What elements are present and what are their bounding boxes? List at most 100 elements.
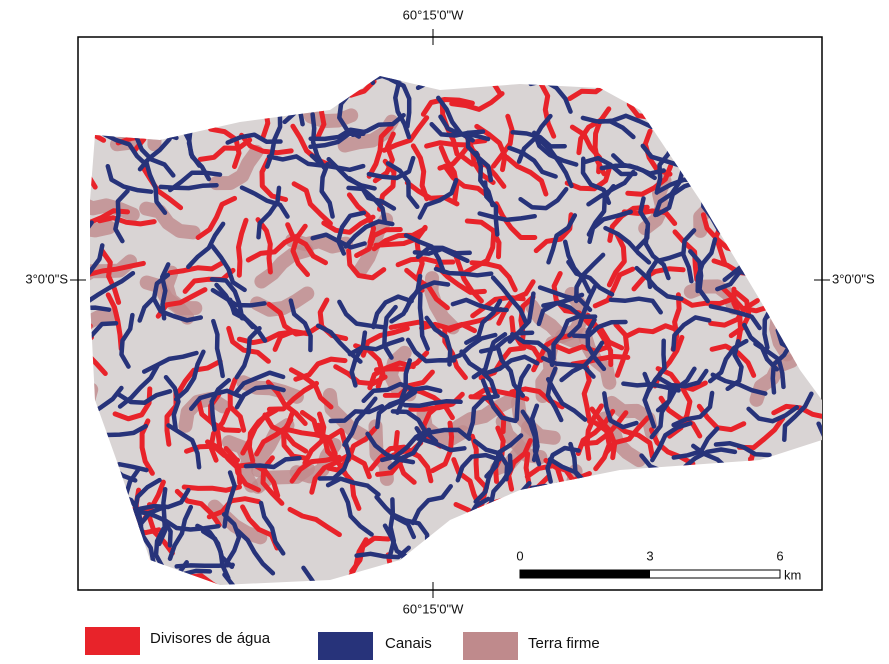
scale-unit: km	[784, 567, 801, 582]
channel	[350, 112, 406, 138]
divide	[285, 222, 328, 266]
divide	[509, 315, 544, 363]
channel	[436, 95, 475, 143]
divide	[592, 266, 636, 309]
channel	[477, 211, 537, 223]
channel	[634, 265, 684, 302]
divide	[208, 407, 231, 463]
divide	[404, 267, 450, 311]
divide	[570, 354, 631, 367]
channel	[478, 330, 535, 354]
channel	[459, 349, 498, 397]
channel	[642, 371, 657, 429]
channel	[507, 145, 558, 179]
channel	[429, 122, 486, 138]
divide	[333, 364, 388, 387]
channel	[310, 232, 367, 250]
divide	[290, 223, 310, 277]
divide	[254, 411, 295, 457]
divide	[437, 138, 488, 171]
channel	[654, 179, 700, 217]
divide	[346, 248, 387, 281]
divide	[346, 192, 377, 245]
channel	[221, 512, 242, 565]
divide	[293, 356, 348, 382]
channel	[586, 169, 636, 207]
channel	[347, 176, 397, 211]
channel	[389, 273, 423, 324]
channel	[101, 131, 150, 168]
channel	[417, 177, 459, 220]
divide	[667, 386, 693, 439]
divide	[538, 81, 557, 139]
divide	[460, 231, 497, 277]
divide	[321, 214, 376, 235]
channel	[365, 431, 416, 465]
channel	[488, 453, 513, 508]
divide	[584, 403, 604, 461]
divide	[315, 422, 348, 476]
channel	[473, 450, 503, 504]
channel	[308, 127, 367, 142]
channel	[158, 182, 219, 191]
drainage-network	[90, 76, 822, 585]
legend-label: Divisores de água	[150, 630, 271, 647]
channel	[159, 262, 171, 321]
divide	[309, 452, 352, 495]
channel	[585, 317, 607, 372]
channel	[234, 384, 286, 410]
terra-firme	[604, 395, 659, 440]
channel	[545, 445, 581, 484]
channel	[545, 377, 588, 422]
channel	[90, 303, 112, 312]
divide	[381, 115, 430, 153]
channel	[385, 161, 420, 210]
divide	[90, 323, 108, 376]
divide	[580, 410, 629, 447]
channel	[225, 132, 283, 145]
channel	[347, 337, 405, 357]
channel	[167, 504, 194, 561]
channel	[510, 331, 555, 368]
channel	[209, 377, 232, 432]
scale-bar-segment	[520, 570, 650, 578]
channel	[484, 354, 540, 376]
divide	[491, 113, 515, 169]
terra-firme	[139, 201, 201, 240]
channel	[782, 391, 814, 443]
channel	[186, 126, 212, 182]
divide	[240, 407, 279, 456]
channel	[349, 330, 368, 388]
channel	[816, 421, 822, 453]
terra-firme	[221, 435, 259, 493]
divide	[266, 380, 319, 412]
channel	[682, 447, 738, 470]
divide	[181, 484, 242, 493]
channel	[518, 186, 569, 211]
channel	[116, 389, 173, 405]
channel	[138, 487, 191, 511]
channel	[317, 439, 352, 481]
latitude-label: 3°0'0"S	[832, 271, 875, 286]
channel	[480, 378, 518, 424]
channel	[656, 368, 709, 389]
divide	[299, 410, 338, 457]
divide	[672, 229, 700, 283]
divide	[494, 201, 538, 240]
channel	[90, 320, 119, 356]
channel	[537, 285, 593, 313]
scale-tick-label: 3	[646, 548, 653, 563]
channel	[156, 486, 168, 547]
terra-firme	[254, 243, 314, 289]
divide	[613, 322, 630, 378]
channel	[551, 313, 583, 361]
channel	[258, 500, 286, 556]
channel	[596, 113, 654, 130]
channel	[608, 296, 663, 315]
divide	[623, 323, 682, 339]
divide	[182, 267, 236, 294]
channel	[415, 427, 472, 441]
channel	[645, 338, 667, 394]
channel	[402, 398, 463, 409]
channel	[671, 426, 720, 460]
